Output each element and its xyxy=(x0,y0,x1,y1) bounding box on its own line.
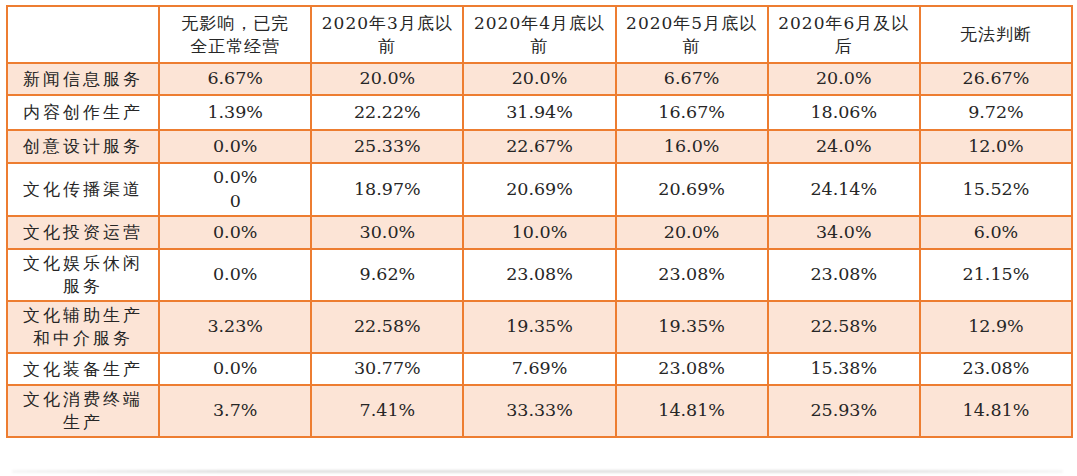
value-cell: 20.0% xyxy=(616,216,768,249)
value-cell: 22.22% xyxy=(311,95,463,130)
table-row: 文化投资运营0.0%30.0%10.0%20.0%34.0%6.0% xyxy=(7,216,1072,249)
value-cell: 30.0% xyxy=(311,216,463,249)
value-cell: 0.0% xyxy=(159,353,311,385)
value-cell: 0.0% xyxy=(159,216,311,249)
value-cell: 3.7% xyxy=(159,385,311,437)
value-cell: 9.72% xyxy=(920,95,1072,130)
value-cell: 18.06% xyxy=(768,95,920,130)
table-header: 无影响，已完 全正常经营 2020年3月底以 前 2020年4月底以 前 202… xyxy=(7,6,1072,63)
value-cell: 25.93% xyxy=(768,385,920,437)
table-row: 新闻信息服务6.67%20.0%20.0%6.67%20.0%26.67% xyxy=(7,63,1072,95)
value-cell: 20.69% xyxy=(616,163,768,216)
row-label: 文化装备生产 xyxy=(7,353,159,385)
value-cell: 1.39% xyxy=(159,95,311,130)
value-cell: 0.0% 0 xyxy=(159,163,311,216)
value-cell: 20.0% xyxy=(768,63,920,95)
value-cell: 20.69% xyxy=(463,163,615,216)
value-cell: 21.15% xyxy=(920,249,1072,301)
row-label: 新闻信息服务 xyxy=(7,63,159,95)
value-cell: 16.0% xyxy=(616,130,768,163)
value-cell: 23.08% xyxy=(616,249,768,301)
row-label: 创意设计服务 xyxy=(7,130,159,163)
row-label: 文化辅助生产 和中介服务 xyxy=(7,301,159,353)
header-row: 无影响，已完 全正常经营 2020年3月底以 前 2020年4月底以 前 202… xyxy=(7,6,1072,63)
header-cell-before-may: 2020年5月底以 前 xyxy=(616,6,768,63)
value-cell: 14.81% xyxy=(920,385,1072,437)
value-cell: 30.77% xyxy=(311,353,463,385)
table-row: 文化娱乐休闲 服务0.0%9.62%23.08%23.08%23.08%21.1… xyxy=(7,249,1072,301)
table-body: 新闻信息服务6.67%20.0%20.0%6.67%20.0%26.67%内容创… xyxy=(7,63,1072,437)
value-cell: 15.52% xyxy=(920,163,1072,216)
header-cell-before-march: 2020年3月底以 前 xyxy=(311,6,463,63)
value-cell: 0.0% xyxy=(159,130,311,163)
value-cell: 12.0% xyxy=(920,130,1072,163)
row-label: 文化娱乐休闲 服务 xyxy=(7,249,159,301)
header-cell-june-and-after: 2020年6月及以 后 xyxy=(768,6,920,63)
value-cell: 7.41% xyxy=(311,385,463,437)
value-cell: 23.08% xyxy=(463,249,615,301)
value-cell: 23.08% xyxy=(768,249,920,301)
value-cell: 22.58% xyxy=(311,301,463,353)
header-cell-row-label xyxy=(7,6,159,63)
header-cell-cannot-judge: 无法判断 xyxy=(920,6,1072,63)
header-cell-before-april: 2020年4月底以 前 xyxy=(463,6,615,63)
table-row: 文化装备生产0.0%30.77%7.69%23.08%15.38%23.08% xyxy=(7,353,1072,385)
value-cell: 20.0% xyxy=(463,63,615,95)
table-row: 文化消费终端 生产3.7%7.41%33.33%14.81%25.93%14.8… xyxy=(7,385,1072,437)
value-cell: 9.62% xyxy=(311,249,463,301)
value-cell: 25.33% xyxy=(311,130,463,163)
value-cell: 33.33% xyxy=(463,385,615,437)
value-cell: 19.35% xyxy=(463,301,615,353)
table-row: 文化传播渠道0.0% 018.97%20.69%20.69%24.14%15.5… xyxy=(7,163,1072,216)
value-cell: 22.58% xyxy=(768,301,920,353)
row-label: 文化传播渠道 xyxy=(7,163,159,216)
value-cell: 0.0% xyxy=(159,249,311,301)
value-cell: 26.67% xyxy=(920,63,1072,95)
value-cell: 20.0% xyxy=(311,63,463,95)
value-cell: 16.67% xyxy=(616,95,768,130)
value-cell: 6.67% xyxy=(159,63,311,95)
value-cell: 24.0% xyxy=(768,130,920,163)
value-cell: 23.08% xyxy=(616,353,768,385)
value-cell: 15.38% xyxy=(768,353,920,385)
value-cell: 6.67% xyxy=(616,63,768,95)
value-cell: 23.08% xyxy=(920,353,1072,385)
value-cell: 10.0% xyxy=(463,216,615,249)
value-cell: 14.81% xyxy=(616,385,768,437)
row-label: 内容创作生产 xyxy=(7,95,159,130)
value-cell: 12.9% xyxy=(920,301,1072,353)
value-cell: 7.69% xyxy=(463,353,615,385)
page-edge-shadow xyxy=(12,470,1063,473)
table-row: 创意设计服务0.0%25.33%22.67%16.0%24.0%12.0% xyxy=(7,130,1072,163)
value-cell: 18.97% xyxy=(311,163,463,216)
value-cell: 31.94% xyxy=(463,95,615,130)
table-row: 内容创作生产1.39%22.22%31.94%16.67%18.06%9.72% xyxy=(7,95,1072,130)
covid-impact-recovery-table: 无影响，已完 全正常经营 2020年3月底以 前 2020年4月底以 前 202… xyxy=(6,5,1073,438)
value-cell: 6.0% xyxy=(920,216,1072,249)
row-label: 文化消费终端 生产 xyxy=(7,385,159,437)
header-cell-no-impact: 无影响，已完 全正常经营 xyxy=(159,6,311,63)
row-label: 文化投资运营 xyxy=(7,216,159,249)
table-row: 文化辅助生产 和中介服务3.23%22.58%19.35%19.35%22.58… xyxy=(7,301,1072,353)
value-cell: 22.67% xyxy=(463,130,615,163)
value-cell: 3.23% xyxy=(159,301,311,353)
value-cell: 19.35% xyxy=(616,301,768,353)
value-cell: 34.0% xyxy=(768,216,920,249)
value-cell: 24.14% xyxy=(768,163,920,216)
